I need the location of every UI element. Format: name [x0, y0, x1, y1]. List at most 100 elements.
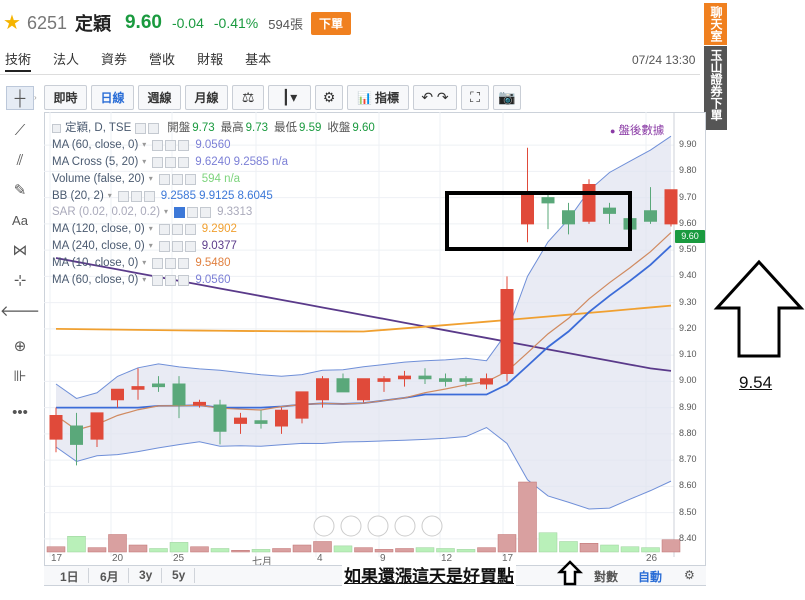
monthly-button[interactable]: 月線	[185, 85, 228, 110]
legend-close-icon[interactable]	[178, 258, 190, 270]
legend-eye-icon[interactable]	[152, 156, 164, 168]
zoom-in-icon[interactable]: ⊕	[13, 338, 27, 355]
settings-gear-icon[interactable]: ⚙	[315, 85, 343, 110]
scale-settings-icon[interactable]: ⚙	[684, 568, 695, 582]
legend-eye-icon[interactable]	[117, 190, 129, 202]
legend-close-icon[interactable]	[178, 274, 190, 286]
intraday-button[interactable]: 即時	[44, 85, 87, 110]
volume-bar	[559, 541, 578, 553]
legend-close-icon[interactable]	[178, 139, 190, 151]
legend-settings-icon[interactable]	[165, 274, 177, 286]
fib-tool-icon[interactable]: ⫽	[16, 151, 24, 169]
range-5y-button[interactable]: 5y	[172, 568, 186, 582]
legend-eye-icon[interactable]	[174, 207, 186, 219]
tab-basic[interactable]: 基本	[245, 52, 272, 67]
undo-redo-icon[interactable]: ↶ ↷	[413, 85, 457, 110]
legend-settings-icon[interactable]	[171, 173, 183, 185]
legend-chevron-down-icon[interactable]: ▾	[142, 258, 147, 268]
chat-room-button[interactable]: 聊天室	[704, 3, 727, 45]
legend-eye-icon[interactable]	[152, 258, 164, 270]
fullscreen-icon[interactable]: ⛶	[461, 85, 489, 110]
text-tool-icon[interactable]: Aa	[12, 212, 28, 228]
legend-chevron-down-icon[interactable]: ▾	[148, 224, 153, 234]
y-tick-label: 8.70	[679, 454, 697, 465]
log-scale-button[interactable]: 對數	[594, 570, 619, 584]
legend-settings-icon[interactable]	[165, 139, 177, 151]
tab-margin[interactable]: 資券	[101, 52, 128, 67]
legend-settings-icon[interactable]	[148, 122, 160, 134]
legend-chevron-down-icon[interactable]: ▾	[164, 207, 169, 217]
tab-revenue[interactable]: 營收	[149, 52, 176, 67]
legend-chevron-down-icon[interactable]: ▾	[142, 139, 147, 149]
brush-icon[interactable]: ✎	[13, 182, 27, 199]
legend-chevron-down-icon[interactable]: ▾	[107, 190, 112, 200]
legend-close-icon[interactable]	[143, 190, 155, 202]
legend-eye-icon[interactable]	[152, 139, 164, 151]
compare-scale-icon[interactable]: ⚖	[232, 85, 264, 110]
snapshot-camera-icon[interactable]: 📷	[493, 85, 521, 110]
after-hours-data-label[interactable]: 盤後數據	[610, 122, 664, 138]
favorite-star-icon[interactable]: ★	[3, 12, 21, 34]
pattern-tool-icon[interactable]: ⋈	[12, 242, 28, 259]
legend-close-icon[interactable]	[184, 241, 196, 253]
tab-financials[interactable]: 財報	[197, 52, 224, 67]
measure-tool-icon[interactable]: ⊹	[13, 272, 27, 289]
candle-body	[316, 378, 329, 401]
legend-settings-icon[interactable]	[130, 190, 142, 202]
candle-body	[193, 401, 206, 406]
y-tick-label: 9.20	[679, 322, 697, 333]
range-3y-button[interactable]: 3y	[139, 568, 153, 582]
broker-order-label: 玉山證券下單	[709, 49, 723, 121]
range-1d-button[interactable]: 1日	[60, 570, 79, 584]
legend-eye-icon[interactable]	[158, 241, 170, 253]
chart-type-candle-icon[interactable]: ┃▾	[268, 85, 311, 110]
legend-chevron-down-icon[interactable]: ▾	[148, 173, 153, 183]
arrow-left-icon[interactable]: 🡐	[0, 302, 41, 320]
legend-chevron-down-icon[interactable]: ▾	[148, 241, 153, 251]
volume-bar	[108, 534, 127, 553]
legend-close-icon[interactable]	[184, 224, 196, 236]
candle-body	[439, 378, 452, 382]
y-tick-label: 9.50	[679, 244, 697, 255]
auto-scale-button[interactable]: 自動	[638, 570, 663, 584]
legend-eye-icon[interactable]	[158, 173, 170, 185]
volume-bar	[128, 544, 148, 553]
legend-settings-icon[interactable]	[171, 224, 183, 236]
indicators-button[interactable]: 📊 指標	[347, 85, 409, 110]
crosshair-icon[interactable]: ┼	[6, 86, 34, 110]
legend-close-icon[interactable]	[178, 156, 190, 168]
legend-chevron-down-icon[interactable]: ▾	[142, 275, 147, 285]
legend-indicator-value: 594 n/a	[201, 172, 241, 185]
legend-settings-icon[interactable]	[171, 241, 183, 253]
legend-settings-icon[interactable]	[165, 156, 177, 168]
stock-name: 定穎	[74, 14, 111, 34]
daily-button[interactable]: 日線	[91, 85, 134, 110]
more-tools-icon[interactable]: •••	[12, 403, 28, 421]
legend-eye-icon[interactable]	[152, 274, 164, 286]
crosshair-expand-icon[interactable]: ›	[34, 93, 37, 102]
broker-order-button[interactable]: 玉山證券下單	[704, 46, 727, 130]
tab-technical[interactable]: 技術	[5, 50, 32, 72]
legend-close-icon[interactable]	[184, 173, 196, 185]
trend-line-icon[interactable]: ⟋	[14, 121, 26, 139]
candle-body	[603, 207, 616, 214]
legend-indicator-row: MA (60, close, 0) ▾ 9.0560	[52, 137, 375, 154]
collapse-legend-icon[interactable]	[52, 123, 61, 133]
legend-settings-icon[interactable]	[187, 207, 199, 219]
legend-chevron-down-icon[interactable]: ▾	[142, 156, 147, 166]
volume-bar	[169, 542, 189, 553]
candle-body	[70, 425, 83, 445]
legend-eye-icon[interactable]	[158, 224, 170, 236]
tab-institutional[interactable]: 法人	[53, 52, 80, 67]
legend-settings-icon[interactable]	[165, 258, 177, 270]
legend-close-icon[interactable]	[200, 207, 212, 219]
legend-indicator-row: MA Cross (5, 20) ▾ 9.6240 9.2585 n/a	[52, 154, 375, 171]
chart-toolbar: 即時 日線 週線 月線 ⚖ ┃▾ ⚙ 📊 指標 ↶ ↷ ⛶ 📷	[44, 84, 525, 111]
range-6m-button[interactable]: 6月	[100, 570, 119, 584]
zoom-control-button	[421, 515, 443, 537]
ruler-icon[interactable]: ⊪	[13, 368, 27, 385]
low-value: 9.59	[299, 122, 322, 134]
weekly-button[interactable]: 週線	[138, 85, 181, 110]
legend-eye-icon[interactable]	[135, 122, 147, 134]
place-order-button[interactable]: 下單	[310, 11, 351, 35]
